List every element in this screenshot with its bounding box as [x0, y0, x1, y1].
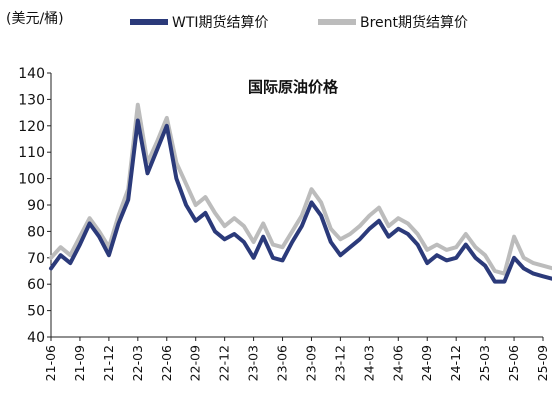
- x-tick-label: 22-09: [188, 345, 203, 381]
- x-tick-label: 24-06: [390, 345, 405, 381]
- x-tick-label: 23-06: [275, 345, 290, 381]
- legend-item-wti: WTI期货结算价: [130, 12, 269, 32]
- x-tick-label: 24-03: [361, 345, 376, 381]
- x-tick-label: 21-09: [72, 345, 87, 381]
- legend-swatch-brent: [318, 19, 356, 25]
- x-tick-label: 25-03: [477, 345, 492, 381]
- y-tick-label: 100: [18, 172, 45, 188]
- x-tick-label: 21-06: [43, 345, 58, 381]
- y-axis-unit-label: (美元/桶): [6, 11, 64, 27]
- legend-label-wti: WTI期货结算价: [172, 15, 269, 31]
- y-tick-label: 70: [27, 251, 45, 267]
- x-tick-label: 24-09: [419, 345, 434, 381]
- x-tick-label: 23-12: [332, 345, 347, 381]
- x-tick-label: 25-06: [506, 345, 521, 381]
- series-line-wti: [49, 118, 552, 284]
- x-tick-label: 24-12: [448, 345, 463, 381]
- x-tick-label: 21-12: [101, 345, 116, 381]
- x-tick-label: 22-06: [159, 345, 174, 381]
- y-tick-label: 90: [27, 198, 45, 214]
- x-tick-label: 23-09: [303, 345, 318, 381]
- legend-swatch-wti: [130, 19, 168, 25]
- x-tick-label: 23-03: [246, 345, 261, 381]
- chart-title: 国际原油价格: [248, 78, 339, 96]
- y-tick-label: 80: [27, 224, 45, 240]
- y-tick-label: 60: [27, 277, 45, 293]
- y-tick-label: 140: [18, 66, 45, 82]
- x-tick-label: 22-12: [217, 345, 232, 381]
- y-tick-label: 50: [27, 304, 45, 320]
- y-tick-label: 110: [18, 145, 45, 161]
- series-line-brent: [49, 102, 552, 276]
- x-tick-label: 25-09: [535, 345, 550, 381]
- legend-item-brent: Brent期货结算价: [318, 12, 468, 32]
- legend-label-brent: Brent期货结算价: [360, 15, 469, 31]
- x-tick-label: 22-03: [130, 345, 145, 381]
- y-tick-label: 130: [18, 92, 45, 108]
- y-tick-label: 40: [27, 330, 45, 346]
- y-tick-label: 120: [18, 119, 45, 135]
